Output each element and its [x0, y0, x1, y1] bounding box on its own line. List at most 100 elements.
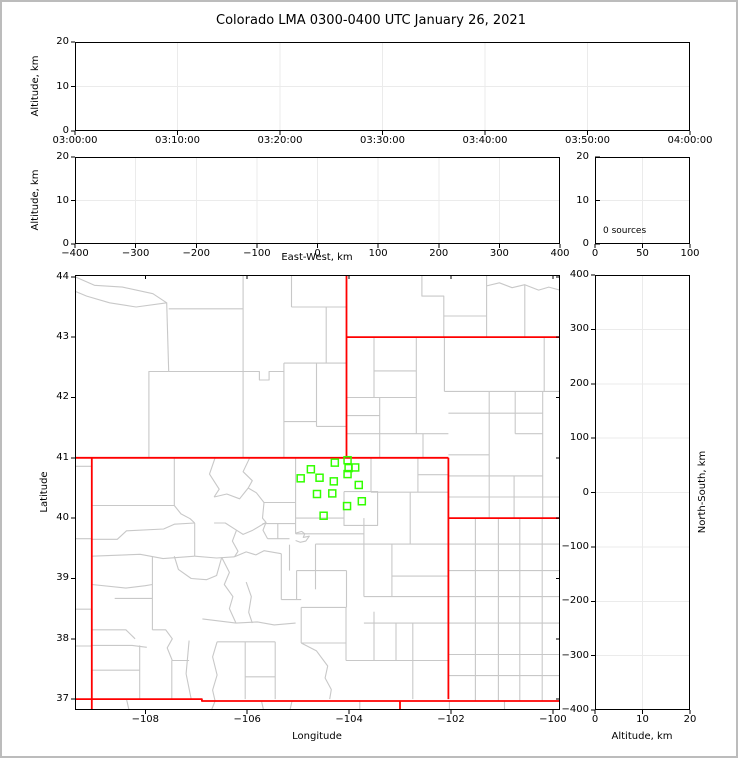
x-tick-label: 20	[683, 714, 697, 725]
northsouth-altitude-panel	[591, 274, 691, 714]
county-boundary-line	[125, 698, 130, 711]
lma-station-marker	[343, 469, 352, 479]
y-tick-label: 300	[569, 323, 589, 335]
panel-frame	[75, 42, 690, 131]
y-tick-label: 100	[569, 432, 589, 444]
x-tick-label: −300	[121, 248, 150, 259]
county-boundary-line	[91, 553, 195, 560]
county-boundary-line	[231, 530, 239, 558]
county-boundary-line	[261, 502, 269, 539]
x-tick-label: 10	[636, 714, 649, 725]
x-tick-label: 300	[489, 248, 509, 259]
x-tick-label: 50	[636, 248, 649, 259]
y-tick-label: −400	[561, 704, 589, 715]
county-boundary-line	[242, 457, 253, 489]
county-boundary-line	[234, 550, 282, 558]
x-tick-label: −106	[233, 714, 261, 725]
y-tick-label: 42	[56, 391, 69, 403]
county-boundary-line	[214, 521, 267, 535]
lma-station-marker	[330, 458, 340, 467]
county-boundary-line	[185, 640, 192, 700]
y-tick-label: 10	[56, 194, 69, 206]
county-boundary-line	[243, 370, 284, 381]
county-boundary-line	[213, 487, 249, 500]
lma-station-marker	[343, 455, 352, 465]
panel-frame	[75, 157, 560, 244]
source-count-annotation: 0 sources	[603, 226, 647, 236]
y-tick-label: 40	[56, 512, 69, 524]
y-tick-label: 20	[56, 151, 69, 162]
x-tick-label: 0	[314, 248, 321, 259]
county-boundary-line	[210, 700, 216, 711]
county-boundary-line	[221, 557, 237, 624]
y-tick-label: 38	[56, 632, 69, 644]
y-tick-label: 43	[56, 331, 69, 343]
time-altitude-panel	[71, 41, 691, 135]
y-tick-label: 200	[569, 377, 589, 389]
county-boundary-line	[202, 618, 237, 624]
county-boundary-line	[173, 505, 196, 524]
lma-station-marker	[350, 463, 360, 472]
x-tick-label: 03:10:00	[155, 135, 200, 146]
county-boundary-line	[260, 700, 265, 711]
x-axis-label-altitude-panel: Altitude, km	[611, 731, 673, 742]
county-boundary-line	[295, 530, 310, 543]
x-tick-label: 100	[680, 248, 700, 259]
county-boundary-line	[343, 491, 379, 526]
state-border-line	[75, 698, 560, 702]
y-tick-label: 20	[576, 151, 589, 162]
county-boundary-line	[166, 302, 170, 372]
x-tick-label: 03:50:00	[565, 135, 610, 146]
county-boundary-line	[300, 642, 332, 700]
y-tick-label: −300	[561, 649, 589, 661]
lma-station-marker	[354, 480, 364, 490]
panel-frame	[75, 275, 560, 710]
y-tick-label: 0	[62, 238, 69, 249]
x-tick-label: 04:00:00	[667, 135, 713, 146]
county-boundary-line	[91, 583, 153, 589]
source-count-panel	[594, 156, 691, 248]
page-title: Colorado LMA 0300-0400 UTC January 26, 2…	[216, 13, 526, 28]
lma-station-marker	[312, 489, 322, 499]
lma-station-marker	[328, 489, 337, 498]
lma-station-marker	[319, 511, 328, 520]
x-tick-label: 400	[550, 248, 570, 259]
panel-frame	[595, 275, 690, 710]
x-tick-label: 03:20:00	[257, 135, 303, 146]
county-boundary-line	[74, 276, 168, 308]
x-tick-label: 03:00:00	[52, 135, 98, 146]
x-tick-label: −200	[182, 248, 210, 259]
county-boundary-line	[91, 644, 147, 648]
x-tick-label: −102	[437, 714, 465, 725]
y-tick-label: −100	[561, 540, 589, 552]
y-tick-label: 44	[56, 270, 69, 282]
x-tick-label: −400	[61, 248, 89, 259]
x-tick-label: 0	[591, 248, 599, 259]
lma-station-marker	[306, 465, 316, 474]
x-tick-label: 03:30:00	[360, 135, 405, 146]
x-tick-label: 03:40:00	[462, 135, 508, 146]
y-tick-label: 400	[569, 269, 589, 280]
county-boundary-line	[91, 522, 195, 540]
x-tick-label: −108	[131, 714, 160, 725]
y-tick-label: 41	[56, 451, 69, 463]
lma-station-marker	[357, 496, 367, 506]
y-tick-label: 39	[56, 572, 69, 584]
y-axis-label-map: Latitude	[39, 471, 50, 513]
eastwest-altitude-panel	[71, 156, 561, 248]
x-tick-label: −100	[539, 714, 567, 725]
y-tick-label: 10	[56, 80, 69, 92]
x-axis-label-eastwest-panel: East-West, km	[281, 252, 353, 263]
county-boundary-line	[486, 282, 561, 291]
county-boundary-line	[245, 581, 253, 624]
x-tick-label: 0	[591, 714, 599, 725]
county-boundary-line	[235, 621, 296, 626]
county-boundary-line	[208, 457, 220, 498]
y-tick-label: 0	[62, 125, 69, 136]
county-boundary-line	[421, 275, 445, 338]
lma-station-marker	[296, 474, 305, 483]
x-tick-label: −104	[335, 714, 363, 725]
y-tick-label: 37	[56, 693, 69, 705]
county-boundary-line	[148, 370, 169, 458]
